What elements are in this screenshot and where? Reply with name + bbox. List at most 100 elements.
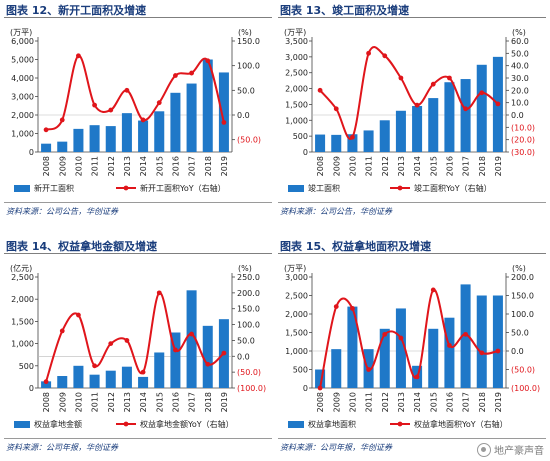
bar [170,92,181,152]
yoy-line [45,291,225,382]
yoy-point [414,102,420,108]
x-tick-label: 2019 [220,392,229,412]
yoy-point [59,328,65,334]
bar [428,328,439,388]
bar [105,370,116,388]
bar [186,290,197,388]
right-axis-unit: (%) [238,264,252,273]
y2-tick-label: (10.0) [511,123,535,132]
yoy-point [463,106,468,112]
y-tick-label: 1,000 [285,116,308,125]
x-tick-label: 2011 [365,156,374,176]
x-tick-label: 2012 [107,392,116,412]
y2-tick-label: 0.0 [237,111,250,120]
chart-panel-15: 图表 15、权益拿地面积及增速 (万平) (%) 3,000 2,500 2,000 1,5… [278,238,546,460]
y2-tick-label: (100.0) [511,384,540,393]
left-axis-unit: (亿元) [10,263,32,273]
x-tick-label: 2012 [381,392,390,412]
y-tick-label: 3,000 [285,53,308,62]
x-tick-label: 2014 [413,392,422,412]
bar [347,134,358,152]
chart-title: 图表 15、权益拿地面积及增速 [280,240,432,253]
y2-tick-label: 200.0 [237,289,260,298]
source-rule [278,202,546,203]
y-tick-label: 1,500 [285,100,308,109]
legend-line-label: 竣工面积YoY（右轴） [414,183,492,193]
source-rule [278,438,546,439]
yoy-point [495,348,501,354]
yoy-point [108,341,114,346]
y2-tick-label: 100.0 [237,321,260,330]
legend-line-label: 权益拿地面积YoY（右轴） [414,419,508,429]
legend-line-marker [397,185,403,191]
y2-tick-label: 50.0 [237,336,255,345]
x-tick-label: 2010 [74,156,83,176]
title-rule [4,253,272,254]
y-tick-label: 2,500 [11,273,34,282]
legend-bar-label: 竣工面积 [308,183,340,193]
bar [315,134,326,152]
yoy-point [92,363,97,369]
bar [202,59,213,152]
x-tick-label: 2011 [365,392,374,412]
chart-svg: (亿元) (%) 2,500 2,000 1,500 1,000 500 0 250.0 200.… [10,263,266,429]
yoy-point [366,367,371,372]
bar [41,381,52,388]
bar [460,79,471,152]
source-rule [4,202,272,203]
right-axis-unit: (%) [238,28,252,37]
y2-tick-label: 150.0 [511,292,534,301]
chart-svg: (万平) (%) 6,000 5,000 4,000 3,000 2,000 1,000 0 15… [10,28,261,193]
y-tick-label: 2,500 [285,292,308,301]
y2-tick-label: (20.0) [511,136,535,145]
yoy-line [319,288,499,389]
y2-tick-label: (50.0) [511,366,535,375]
y2-tick-label: (50.0) [237,136,261,145]
y-tick-label: 1,500 [11,317,34,326]
x-tick-label: 2015 [155,156,164,176]
yoy-point [317,385,323,391]
bar [154,111,165,152]
y2-tick-label: 50.0 [511,329,529,338]
y2-tick-label: 50.0 [237,86,255,95]
x-tick-label: 2008 [316,392,325,412]
y-tick-label: 500 [293,132,308,141]
bar [412,106,423,152]
yoy-line [319,46,499,140]
title-rule [4,17,272,18]
yoy-point [124,338,130,343]
bar [121,366,132,388]
yoy-point [189,331,194,337]
y2-tick-label: (100.0) [237,384,266,393]
chart-source: 资料来源：公司年报，华创证券 [280,443,392,452]
bar [428,98,439,152]
right-axis-unit: (%) [512,28,526,37]
legend-line-label: 权益拿地金额YoY（右轴） [140,419,234,429]
x-tick-label: 2015 [429,156,438,176]
bar [202,325,213,388]
bar [379,328,390,388]
x-tick-label: 2008 [42,392,51,412]
x-tick-label: 2017 [462,392,471,412]
legend-bar-swatch [14,185,30,192]
y2-tick-label: 0.0 [511,111,524,120]
yoy-point [317,87,323,93]
watermark-text: 地产豪声音 [494,446,544,457]
x-tick-label: 2009 [332,156,341,176]
yoy-point [430,287,436,293]
y2-tick-label: 0.0 [511,347,524,356]
chart-panel-13: 图表 13、竣工面积及增速 (万平) (%) 3,500 3,000 2,500 2,000… [278,2,546,224]
y-tick-label: 3,500 [285,37,308,46]
bar [41,143,52,152]
x-tick-label: 2011 [91,156,100,176]
x-tick-label: 2008 [42,156,51,176]
left-axis-unit: (万平) [284,28,306,37]
yoy-point [140,117,146,123]
y2-tick-label: 100.0 [237,62,260,71]
y2-tick-label: 40.0 [511,62,529,71]
bar [347,306,358,388]
yoy-point [398,335,404,341]
yoy-point [156,100,162,106]
x-tick-label: 2013 [397,156,406,176]
y-tick-label: 500 [19,362,34,371]
